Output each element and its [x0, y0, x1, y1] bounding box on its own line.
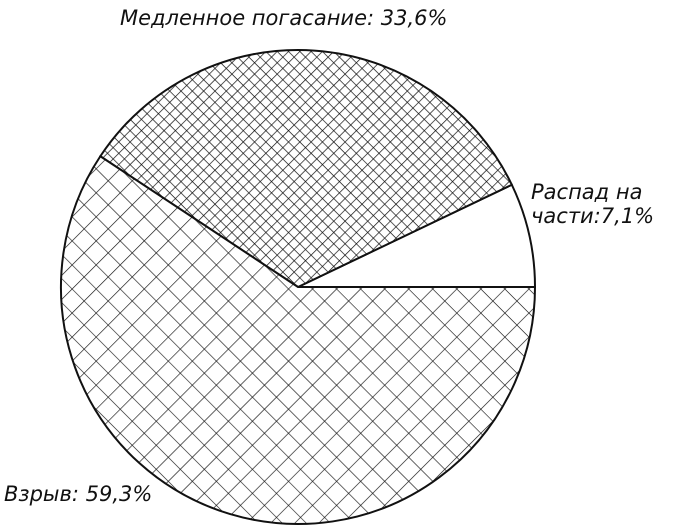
slice-label: Взрыв: 59,3%	[4, 482, 153, 506]
slice-label: Медленное погасание: 33,6%	[120, 6, 448, 30]
pie-slice	[297, 183, 537, 288]
pie-slice	[60, 154, 537, 525]
pie-slice	[98, 49, 514, 289]
slice-label: Распад на части:7,1%	[531, 180, 655, 228]
